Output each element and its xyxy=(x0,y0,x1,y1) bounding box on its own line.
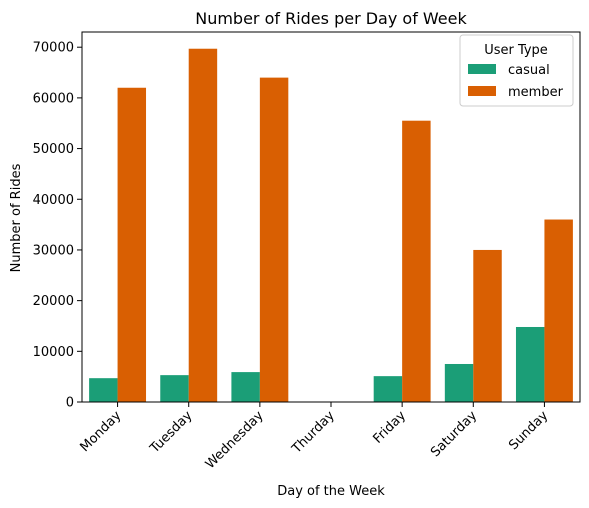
y-axis-label: Number of Rides xyxy=(9,163,24,272)
y-tick-label: 50000 xyxy=(33,142,74,157)
bar-casual-tuesday xyxy=(160,375,189,402)
y-tick-label: 10000 xyxy=(33,345,74,360)
bar-casual-friday xyxy=(373,376,403,402)
y-tick-label: 20000 xyxy=(33,294,74,309)
legend-label-member: member xyxy=(508,85,564,100)
y-tick-label: 40000 xyxy=(33,193,74,208)
bar-member-monday xyxy=(117,87,147,402)
bar-casual-sunday xyxy=(515,326,545,402)
bar-casual-wednesday xyxy=(231,372,260,402)
plot-frame xyxy=(81,31,581,403)
chart-title: Number of Rides per Day of Week xyxy=(195,9,467,28)
legend-title: User Type xyxy=(484,43,548,58)
y-tick-label: 0 xyxy=(66,396,74,411)
legend-swatch-member xyxy=(468,86,496,96)
bar-member-sunday xyxy=(544,219,573,402)
legend-swatch-casual xyxy=(468,64,496,74)
bar-member-tuesday xyxy=(188,48,218,402)
bar-member-friday xyxy=(402,120,431,402)
legend: User Type casual member xyxy=(459,34,574,107)
bar-casual-saturday xyxy=(444,363,474,402)
y-tick-label: 70000 xyxy=(33,41,74,56)
bar-member-saturday xyxy=(473,249,502,402)
x-tick-label-wednesday: Wednesday xyxy=(203,408,267,472)
bar-casual-monday xyxy=(89,378,118,402)
legend-label-casual: casual xyxy=(508,63,550,78)
x-tick-label-monday: Monday xyxy=(77,408,124,455)
x-tick-label-sunday: Sunday xyxy=(506,408,551,453)
bar-member-wednesday xyxy=(259,77,289,403)
x-tick-label-saturday: Saturday xyxy=(428,408,480,460)
x-tick-label-thurday: Thurday xyxy=(289,408,338,457)
y-tick-label: 30000 xyxy=(33,243,74,258)
x-tick-label-friday: Friday xyxy=(371,408,410,447)
y-tick-label: 60000 xyxy=(33,91,74,106)
x-axis-label: Day of the Week xyxy=(277,484,385,499)
x-tick-label-tuesday: Tuesday xyxy=(147,408,196,457)
